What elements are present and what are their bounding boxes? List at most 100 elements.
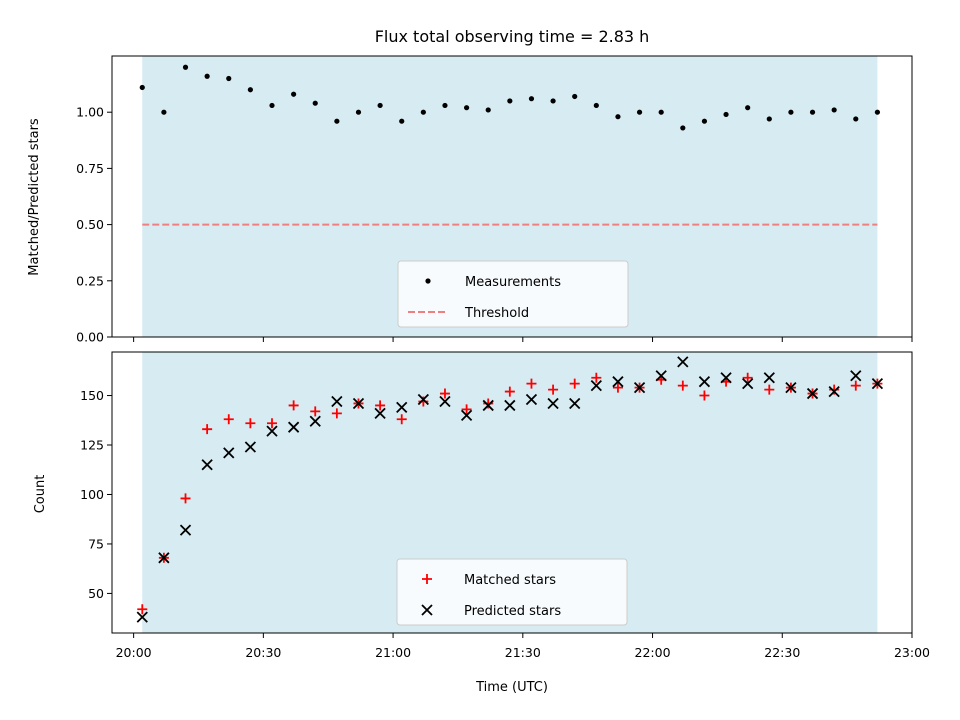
predicted-stars-point <box>547 397 559 410</box>
predicted-stars-point <box>504 399 516 412</box>
measurement-point <box>615 114 621 120</box>
predicted-stars-point <box>331 395 343 408</box>
predicted-stars-point <box>698 376 711 388</box>
matched-stars-point <box>504 386 515 397</box>
top-panel: 0.00 0.25 0.50 0.75 1.00 Measurements Threshol… <box>76 55 913 345</box>
measurement-point <box>658 109 664 115</box>
legend-marker-x <box>421 604 433 616</box>
matched-stars-point <box>591 372 602 383</box>
predicted-stars-point <box>633 381 646 394</box>
measurement-point <box>269 102 275 109</box>
matched-stars-point <box>548 384 559 395</box>
y-tick-label: 125 <box>80 438 104 453</box>
matched-stars-point <box>742 372 753 383</box>
measurement-point <box>701 118 708 124</box>
predicted-stars-point <box>460 409 473 421</box>
y-tick-label: 0.25 <box>76 273 104 288</box>
legend-marker-plus <box>422 574 432 584</box>
predicted-stars-point <box>590 380 602 392</box>
axes-frame <box>111 351 913 634</box>
predicted-stars-point <box>352 397 365 410</box>
y-tick-label: 0.00 <box>76 330 104 345</box>
top-y-axis-label: Matched/Predicted stars <box>27 118 42 276</box>
measurement-point <box>377 102 383 109</box>
y-tick-label: 150 <box>80 388 104 403</box>
matched-stars-point <box>461 404 472 415</box>
predicted-stars-point <box>287 421 300 433</box>
predicted-stars-point <box>828 385 840 398</box>
measurement-point <box>204 73 210 79</box>
legend-box <box>397 260 629 328</box>
y-tick-label: 100 <box>80 487 104 502</box>
matched-stars-point <box>331 408 342 419</box>
measurement-point <box>291 91 297 97</box>
bottom-y-axis-label: Count <box>33 475 48 514</box>
matched-stars-point <box>375 400 386 411</box>
matched-stars-point <box>677 380 688 391</box>
measurement-point <box>507 98 513 104</box>
chart-title: Flux total observing time = 2.83 h <box>375 27 650 46</box>
matched-stars-point <box>180 493 191 504</box>
bottom-x-axis-label: Time (UTC) <box>475 680 548 695</box>
matched-stars-point <box>223 414 234 425</box>
predicted-stars-point <box>806 387 819 400</box>
axes-frame <box>111 55 913 338</box>
legend: Matched stars Predicted stars <box>396 558 628 626</box>
matched-stars-point <box>396 414 407 425</box>
predicted-stars-point <box>785 381 797 394</box>
predicted-stars-point <box>136 611 148 623</box>
y-tick-label: 50 <box>88 586 104 601</box>
matched-stars-point <box>612 382 623 393</box>
matched-stars-point <box>764 384 775 395</box>
y-tick-label: 0.50 <box>76 217 104 232</box>
predicted-stars-point <box>569 397 581 410</box>
predicted-stars-point <box>396 401 408 414</box>
legend: Measurements Threshold <box>397 260 629 328</box>
data-marks <box>139 64 881 131</box>
measurement-point <box>442 102 448 109</box>
matched-stars-point <box>418 396 429 407</box>
measurement-point <box>572 93 578 100</box>
measurement-point <box>334 118 340 124</box>
measurement-point <box>226 75 232 82</box>
measurement-point <box>636 109 643 115</box>
x-tick-label: 21:30 <box>505 645 541 660</box>
measurement-point <box>528 96 535 102</box>
measurement-point <box>139 84 145 91</box>
predicted-stars-point <box>374 407 386 419</box>
x-tick-label: 23:00 <box>894 645 930 660</box>
legend-label: Threshold <box>464 306 529 321</box>
measurement-point <box>420 109 426 115</box>
measurement-point <box>463 105 470 111</box>
legend-box <box>396 558 628 626</box>
legend-label: Measurements <box>465 275 561 290</box>
data-marks <box>136 356 884 623</box>
matched-stars-point <box>310 406 321 417</box>
matched-stars-point <box>267 418 277 429</box>
predicted-stars-point <box>266 425 278 437</box>
predicted-stars-point <box>201 459 213 471</box>
measurement-point <box>399 118 405 124</box>
predicted-stars-point <box>742 378 754 390</box>
matched-stars-point <box>829 384 840 395</box>
measurement-point <box>355 109 362 115</box>
matched-stars-point <box>850 380 861 391</box>
matched-stars-point <box>526 378 537 389</box>
predicted-stars-point <box>763 372 775 384</box>
measurement-point <box>593 102 599 109</box>
legend-label: Predicted stars <box>464 604 561 619</box>
measurement-point <box>680 125 686 131</box>
predicted-stars-point <box>439 395 451 408</box>
measurement-point <box>788 109 794 115</box>
matched-stars-point <box>439 388 450 399</box>
measurement-point <box>809 109 816 115</box>
predicted-stars-point <box>158 552 170 564</box>
y-tick-label: 0.75 <box>76 161 104 176</box>
predicted-stars-point <box>482 399 494 412</box>
predicted-stars-point <box>223 447 235 459</box>
measurement-point <box>485 107 491 113</box>
measurement-point <box>182 64 189 70</box>
measurement-point <box>723 111 729 118</box>
measurement-point <box>853 116 859 122</box>
legend-marker-dot <box>425 278 431 284</box>
